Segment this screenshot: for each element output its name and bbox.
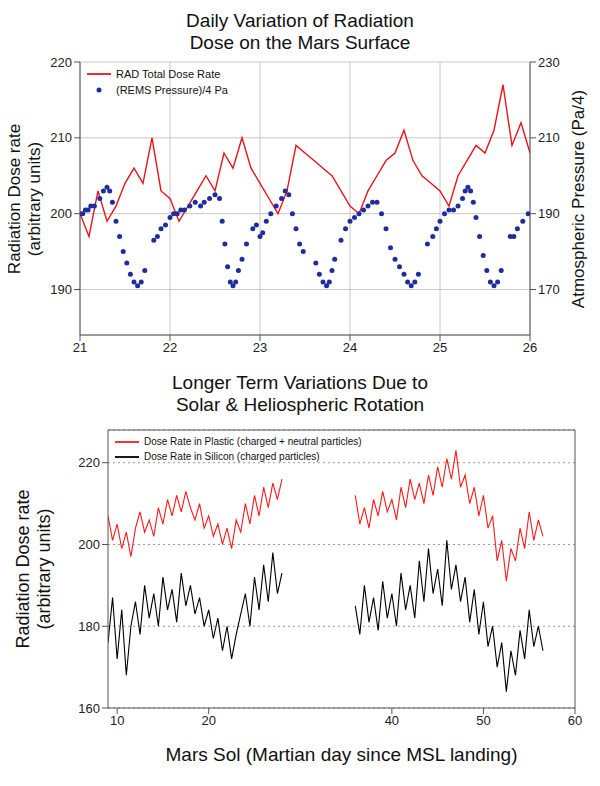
svg-text:26: 26 xyxy=(523,340,537,355)
html-text:Dose Rate in Silicon (charged: Dose Rate in Silicon (charged particles) xyxy=(144,451,320,462)
html-text:Radiation Dose rate (arbitrary: Radiation Dose rate (arbitrary units) xyxy=(4,123,43,274)
svg-text:10: 10 xyxy=(110,713,124,728)
svg-text:40: 40 xyxy=(385,713,399,728)
html-text:Atmospheric Pressure (Pa/4): Atmospheric Pressure (Pa/4) xyxy=(568,89,587,308)
svg-text:24: 24 xyxy=(343,340,357,355)
svg-text:230: 230 xyxy=(538,56,560,70)
svg-text:180: 180 xyxy=(78,619,100,634)
svg-text:200: 200 xyxy=(78,537,100,552)
svg-text:200: 200 xyxy=(50,206,72,221)
html-text:Dose Rate in Plastic (charged: Dose Rate in Plastic (charged + neutral … xyxy=(144,436,362,447)
svg-text:220: 220 xyxy=(50,56,72,70)
html-text:Mars Sol (Martian day since MS: Mars Sol (Martian day since MSL landing) xyxy=(165,744,518,765)
svg-text:190: 190 xyxy=(538,206,560,221)
svg-text:190: 190 xyxy=(50,282,72,297)
svg-text:50: 50 xyxy=(476,713,490,728)
svg-text:21: 21 xyxy=(73,340,87,355)
svg-text:20: 20 xyxy=(201,713,215,728)
svg-text:220: 220 xyxy=(78,455,100,470)
html-text:Longer Term Variations Due to: Longer Term Variations Due to Solar & He… xyxy=(172,372,428,415)
svg-text:210: 210 xyxy=(50,130,72,145)
html-text:(REMS Pressure)/4 Pa: (REMS Pressure)/4 Pa xyxy=(116,84,228,96)
svg-text:60: 60 xyxy=(568,713,582,728)
svg-text:22: 22 xyxy=(163,340,177,355)
svg-text:23: 23 xyxy=(253,340,267,355)
svg-text:210: 210 xyxy=(538,130,560,145)
svg-text:25: 25 xyxy=(433,340,447,355)
html-text:Radiation Dose rate (arbitrary: Radiation Dose rate (arbitrary units) xyxy=(13,489,54,649)
html-text:Daily Variation of Radiation D: Daily Variation of Radiation Dose on the… xyxy=(186,10,414,53)
html-text:RAD Total Dose Rate: RAD Total Dose Rate xyxy=(116,68,221,80)
svg-text:170: 170 xyxy=(538,282,560,297)
svg-text:160: 160 xyxy=(78,701,100,716)
